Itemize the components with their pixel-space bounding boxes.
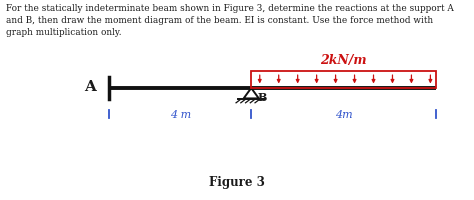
Bar bbox=[251, 71, 436, 88]
Text: 2kN/m: 2kN/m bbox=[320, 54, 367, 67]
Text: 4 m: 4 m bbox=[170, 110, 191, 120]
Text: B: B bbox=[258, 92, 267, 103]
Text: A: A bbox=[84, 80, 96, 94]
Text: 4m: 4m bbox=[335, 110, 353, 120]
Text: For the statically indeterminate beam shown in Figure 3, determine the reactions: For the statically indeterminate beam sh… bbox=[6, 4, 454, 37]
Text: Figure 3: Figure 3 bbox=[209, 176, 265, 189]
